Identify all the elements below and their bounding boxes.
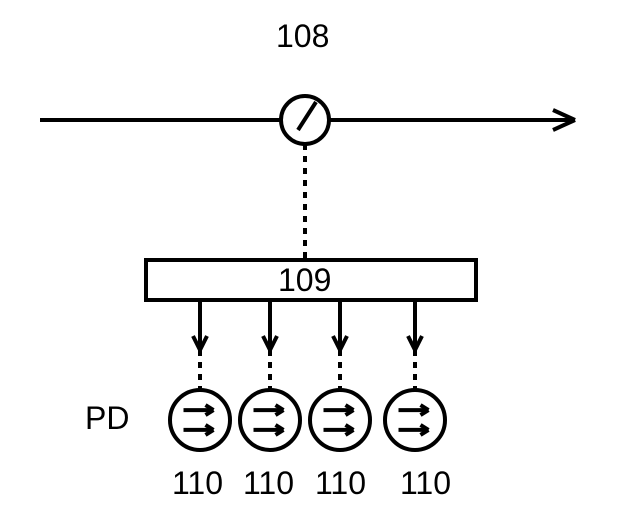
label-110-0: 110 xyxy=(172,465,223,502)
label-pd: PD xyxy=(85,400,129,437)
label-108: 108 xyxy=(276,18,329,55)
label-110-2: 110 xyxy=(315,465,366,502)
label-110-1: 110 xyxy=(243,465,294,502)
label-109: 109 xyxy=(278,262,331,299)
label-110-3: 110 xyxy=(400,465,451,502)
